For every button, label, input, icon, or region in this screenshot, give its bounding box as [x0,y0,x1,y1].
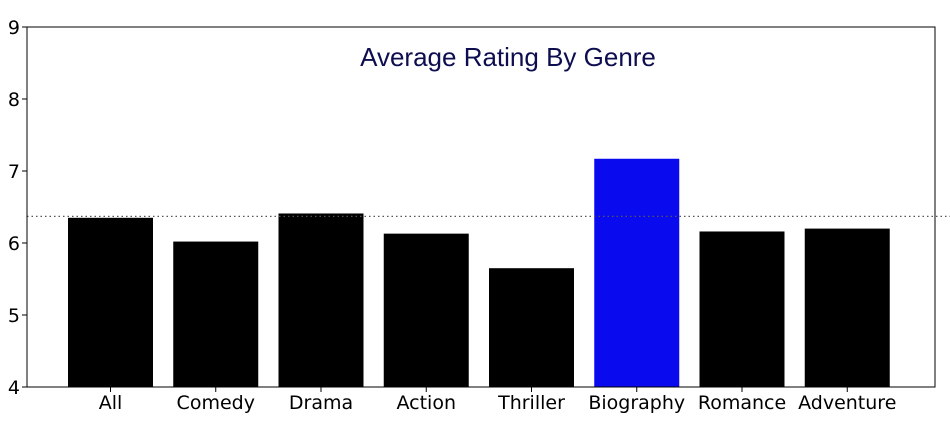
chart-title: Average Rating By Genre [360,42,656,72]
plot-frame [26,26,936,388]
y-tick-label-4: 4 [8,377,20,399]
y-tick-label-6: 6 [8,233,20,255]
x-tick-label-drama: Drama [289,392,353,414]
y-tick-label-7: 7 [8,161,20,183]
bar-romance [699,231,785,387]
bar-adventure [804,228,890,387]
bar-all [68,217,153,387]
x-tick-label-comedy: Comedy [177,392,255,414]
bar-thriller [489,268,574,387]
x-tick-label-biography: Biography [588,392,685,414]
y-tick-label-5: 5 [8,305,20,327]
bar-biography [594,158,680,387]
bar-drama [278,213,364,387]
x-tick-label-all: All [99,392,123,414]
y-tick-label-9: 9 [8,17,20,39]
x-tick-label-thriller: Thriller [497,392,565,414]
x-tick-label-action: Action [396,392,456,414]
y-tick-label-8: 8 [8,89,20,111]
bar-comedy [173,241,259,387]
bar-action [383,233,469,387]
x-tick-label-romance: Romance [698,392,786,414]
x-tick-label-adventure: Adventure [798,392,896,414]
